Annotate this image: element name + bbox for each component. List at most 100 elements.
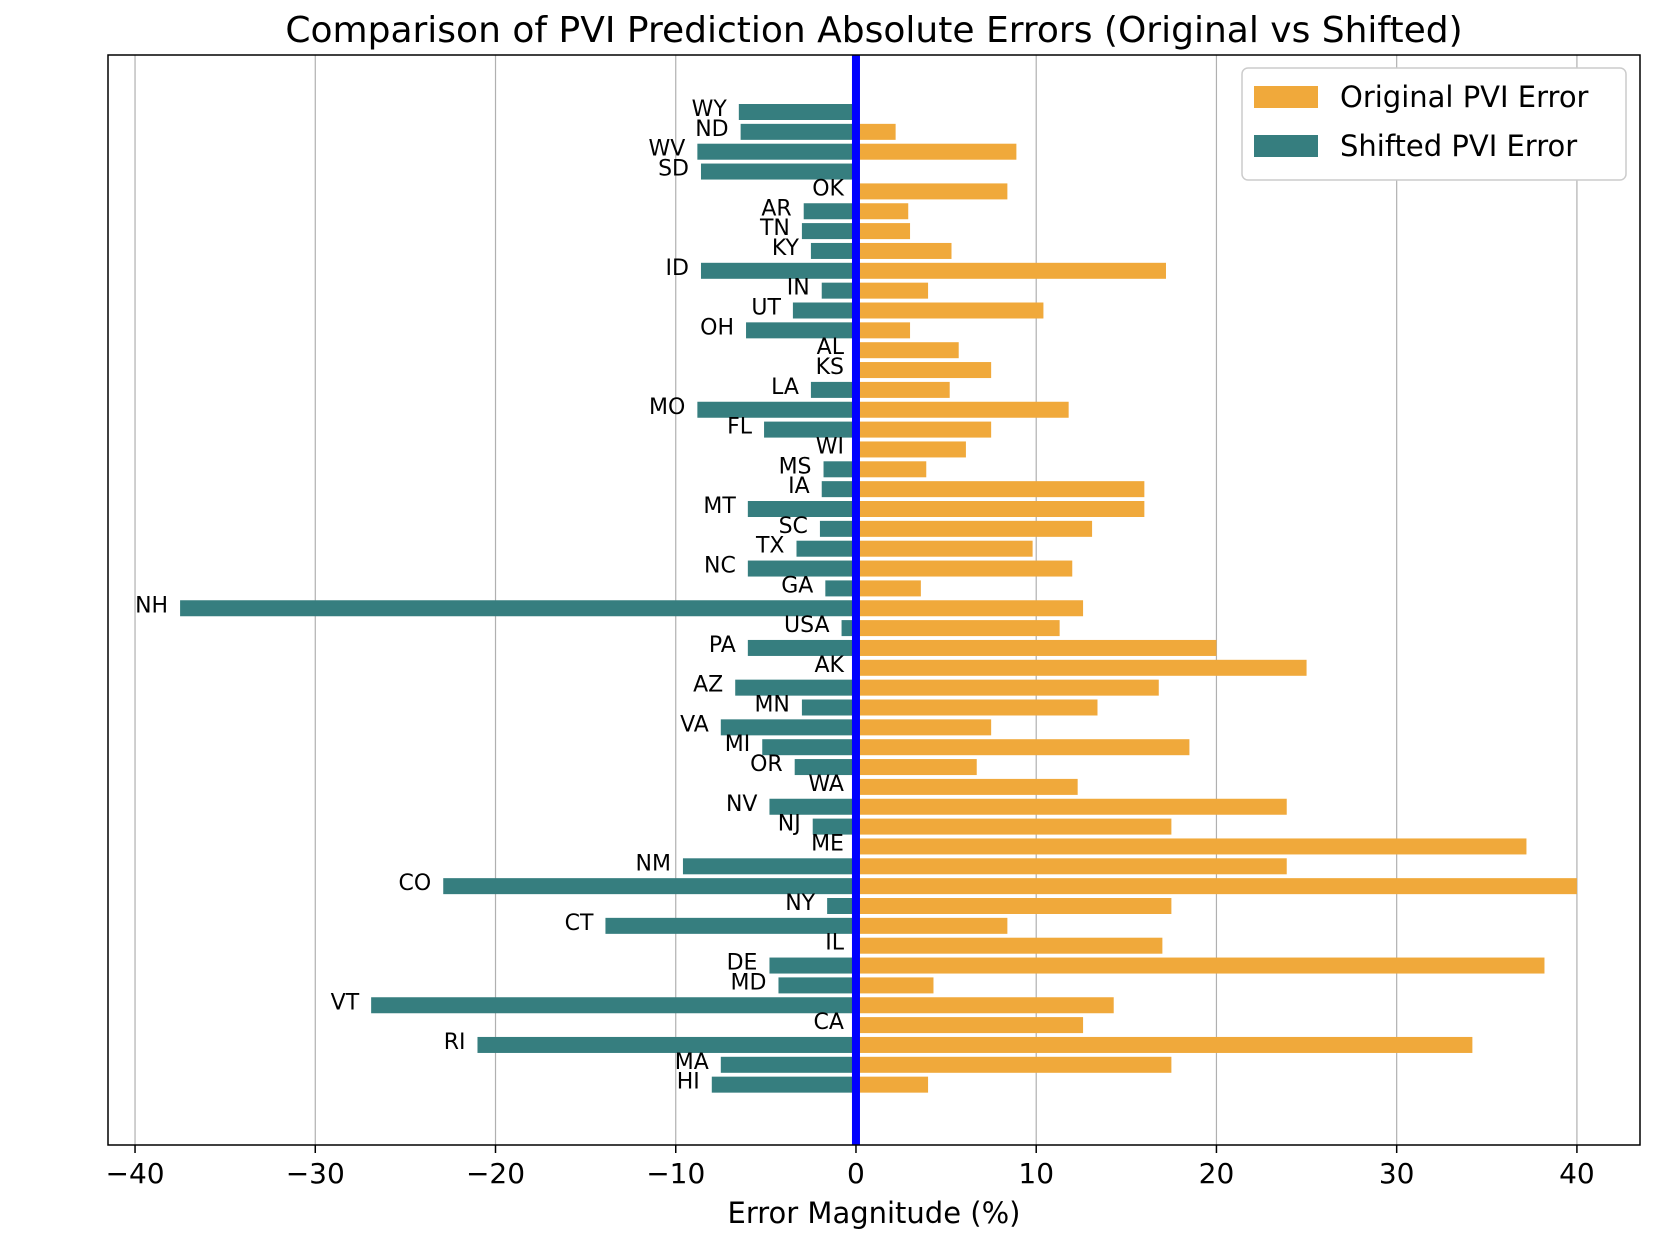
category-label-al: AL xyxy=(817,335,845,360)
category-label-il: IL xyxy=(825,931,844,956)
original-error-bar-ms xyxy=(855,461,927,478)
category-label-ms: MS xyxy=(779,454,812,479)
original-error-bar-ky xyxy=(855,242,952,259)
shifted-error-bar-mt xyxy=(747,501,856,517)
shifted-error-bar-az xyxy=(735,679,856,696)
category-label-nj: NJ xyxy=(778,812,801,837)
category-label-tn: TN xyxy=(759,216,790,241)
original-error-bar-nc xyxy=(855,560,1073,577)
original-error-bar-mn xyxy=(855,699,1098,716)
category-label-pa: PA xyxy=(709,633,736,658)
shifted-error-bar-vt xyxy=(371,997,856,1014)
shifted-error-bar-or xyxy=(794,759,856,776)
shifted-error-bar-de xyxy=(769,957,856,974)
category-label-usa: USA xyxy=(784,613,830,638)
original-error-bar-id xyxy=(855,262,1166,279)
shifted-error-bar-ms xyxy=(823,461,856,478)
shifted-error-bar-ct xyxy=(605,917,856,934)
category-label-vt: VT xyxy=(331,990,360,1015)
category-label-ma: MA xyxy=(675,1050,709,1075)
shifted-error-bar-wv xyxy=(697,143,856,160)
legend-swatch xyxy=(1254,135,1318,157)
category-label-mi: MI xyxy=(725,732,750,757)
original-error-bar-mt xyxy=(855,501,1145,517)
category-label-ar: AR xyxy=(761,196,791,221)
original-error-bar-ar xyxy=(855,203,909,220)
category-label-wy: WY xyxy=(692,97,728,122)
shifted-error-bar-in xyxy=(821,282,856,299)
original-error-bar-ok xyxy=(855,183,1008,200)
category-label-id: ID xyxy=(666,256,689,281)
category-label-ca: CA xyxy=(814,1010,844,1035)
shifted-error-bar-ma xyxy=(720,1056,856,1073)
x-tick-label: 40 xyxy=(1559,1157,1595,1190)
original-error-bar-il xyxy=(855,937,1163,954)
shifted-error-bar-ga xyxy=(825,580,856,597)
original-error-bar-mo xyxy=(855,401,1069,418)
shifted-error-bar-ny xyxy=(827,898,856,914)
original-error-bar-vt xyxy=(855,997,1114,1014)
shifted-error-bar-nm xyxy=(682,858,856,875)
plot-frame xyxy=(107,54,1641,1146)
original-error-bar-sc xyxy=(855,520,1093,537)
shifted-error-bar-tx xyxy=(796,540,856,557)
category-label-ak: AK xyxy=(814,653,844,678)
x-tick-label: 20 xyxy=(1199,1157,1235,1190)
category-label-me: ME xyxy=(811,831,844,856)
bars xyxy=(180,104,1577,1093)
original-error-bar-me xyxy=(855,838,1527,855)
category-label-md: MD xyxy=(731,970,767,995)
shifted-error-bar-pa xyxy=(747,639,856,656)
category-label-or: OR xyxy=(750,752,783,777)
category-label-ga: GA xyxy=(781,573,813,598)
category-label-sc: SC xyxy=(779,514,808,539)
original-error-bar-wa xyxy=(855,778,1078,795)
category-label-ks: KS xyxy=(816,355,844,380)
chart-title: Comparison of PVI Prediction Absolute Er… xyxy=(285,10,1462,51)
shifted-error-bar-ri xyxy=(477,1036,856,1053)
shifted-error-bar-nh xyxy=(180,600,856,617)
original-error-bar-fl xyxy=(855,421,992,438)
shifted-error-bar-nd xyxy=(740,123,856,140)
category-label-mo: MO xyxy=(649,395,685,420)
original-error-bar-in xyxy=(855,282,929,299)
original-error-bar-wv xyxy=(855,143,1017,160)
category-label-mt: MT xyxy=(703,494,736,519)
category-label-la: LA xyxy=(771,375,799,400)
original-error-bar-az xyxy=(855,679,1159,696)
shifted-error-bar-mn xyxy=(801,699,856,716)
shifted-error-bar-mo xyxy=(697,401,856,418)
original-error-bar-va xyxy=(855,719,992,736)
shifted-error-bar-va xyxy=(720,719,856,736)
shifted-error-bar-id xyxy=(700,262,856,279)
original-error-bar-ma xyxy=(855,1056,1172,1073)
x-tick-label: 30 xyxy=(1379,1157,1415,1190)
category-label-de: DE xyxy=(727,951,758,976)
x-tick-label: 0 xyxy=(847,1157,865,1190)
x-tick-label: −30 xyxy=(286,1157,345,1190)
shifted-error-bar-ut xyxy=(792,302,856,319)
x-tick-label: 10 xyxy=(1018,1157,1054,1190)
legend-label: Original PVI Error xyxy=(1340,80,1589,114)
shifted-error-bar-ia xyxy=(821,481,856,498)
category-label-wa: WA xyxy=(808,772,844,797)
category-label-mn: MN xyxy=(754,693,789,718)
category-label-ny: NY xyxy=(785,891,815,916)
shifted-error-bar-nc xyxy=(747,560,856,577)
shifted-error-bar-nv xyxy=(769,798,856,815)
original-error-bar-de xyxy=(855,957,1545,974)
category-label-ri: RI xyxy=(444,1030,466,1055)
shifted-error-bar-fl xyxy=(764,421,856,438)
category-label-nc: NC xyxy=(704,554,736,579)
shifted-error-bar-tn xyxy=(801,223,856,240)
category-label-ut: UT xyxy=(751,296,781,321)
legend-box xyxy=(1241,67,1627,181)
original-error-bar-la xyxy=(855,381,950,398)
original-error-bar-ks xyxy=(855,362,992,379)
shifted-error-bar-nj xyxy=(812,818,856,835)
original-error-bar-tx xyxy=(855,540,1033,557)
shifted-error-bar-sd xyxy=(700,163,856,180)
category-label-co: CO xyxy=(399,871,432,896)
